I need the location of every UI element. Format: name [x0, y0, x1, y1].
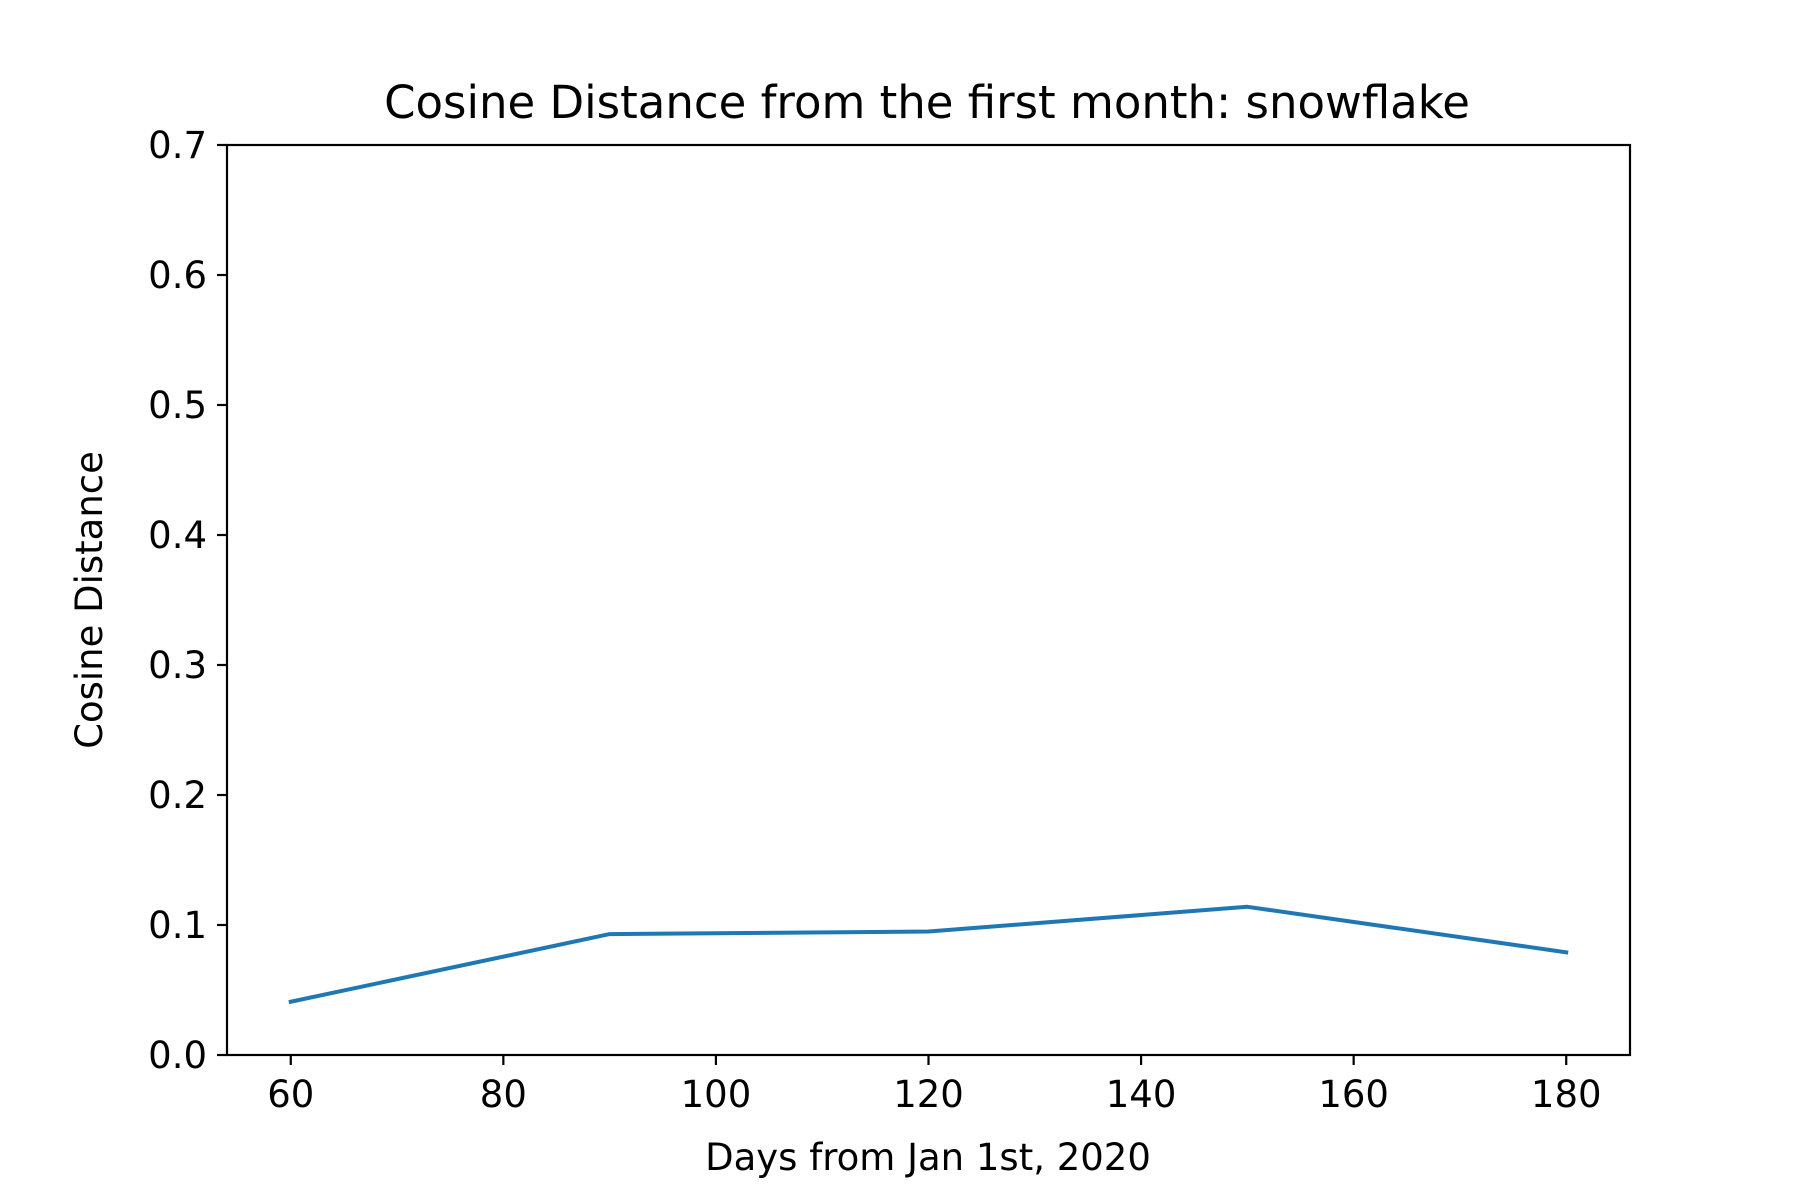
x-tick-label: 120: [893, 1073, 964, 1116]
x-tick-label: 100: [681, 1073, 752, 1116]
y-tick-label: 0.7: [148, 124, 207, 167]
y-tick-label: 0.1: [148, 904, 207, 947]
y-tick-label: 0.0: [148, 1034, 207, 1077]
y-tick-label: 0.5: [148, 384, 207, 427]
series-line: [288, 904, 1569, 1005]
y-tick-label: 0.6: [148, 254, 207, 297]
y-tick-label: 0.4: [148, 514, 207, 557]
x-tick-label: 160: [1318, 1073, 1389, 1116]
x-axis-label: Days from Jan 1st, 2020: [705, 1136, 1151, 1179]
chart-title: Cosine Distance from the first month: sn…: [384, 76, 1470, 129]
x-tick-label: 60: [267, 1073, 314, 1116]
y-axis-label: Cosine Distance: [68, 451, 111, 749]
y-tick-label: 0.3: [148, 644, 207, 687]
y-axis-ticks: 0.0 0.1 0.2 0.3 0.4 0.5 0.6 0.7: [148, 124, 227, 1077]
series-layer: [288, 904, 1569, 1005]
x-tick-label: 80: [480, 1073, 527, 1116]
x-tick-label: 140: [1106, 1073, 1177, 1116]
x-tick-label: 180: [1531, 1073, 1602, 1116]
y-tick-label: 0.2: [148, 774, 207, 817]
x-axis-ticks: 60 80 100 120 140 160 180: [267, 1055, 1602, 1116]
